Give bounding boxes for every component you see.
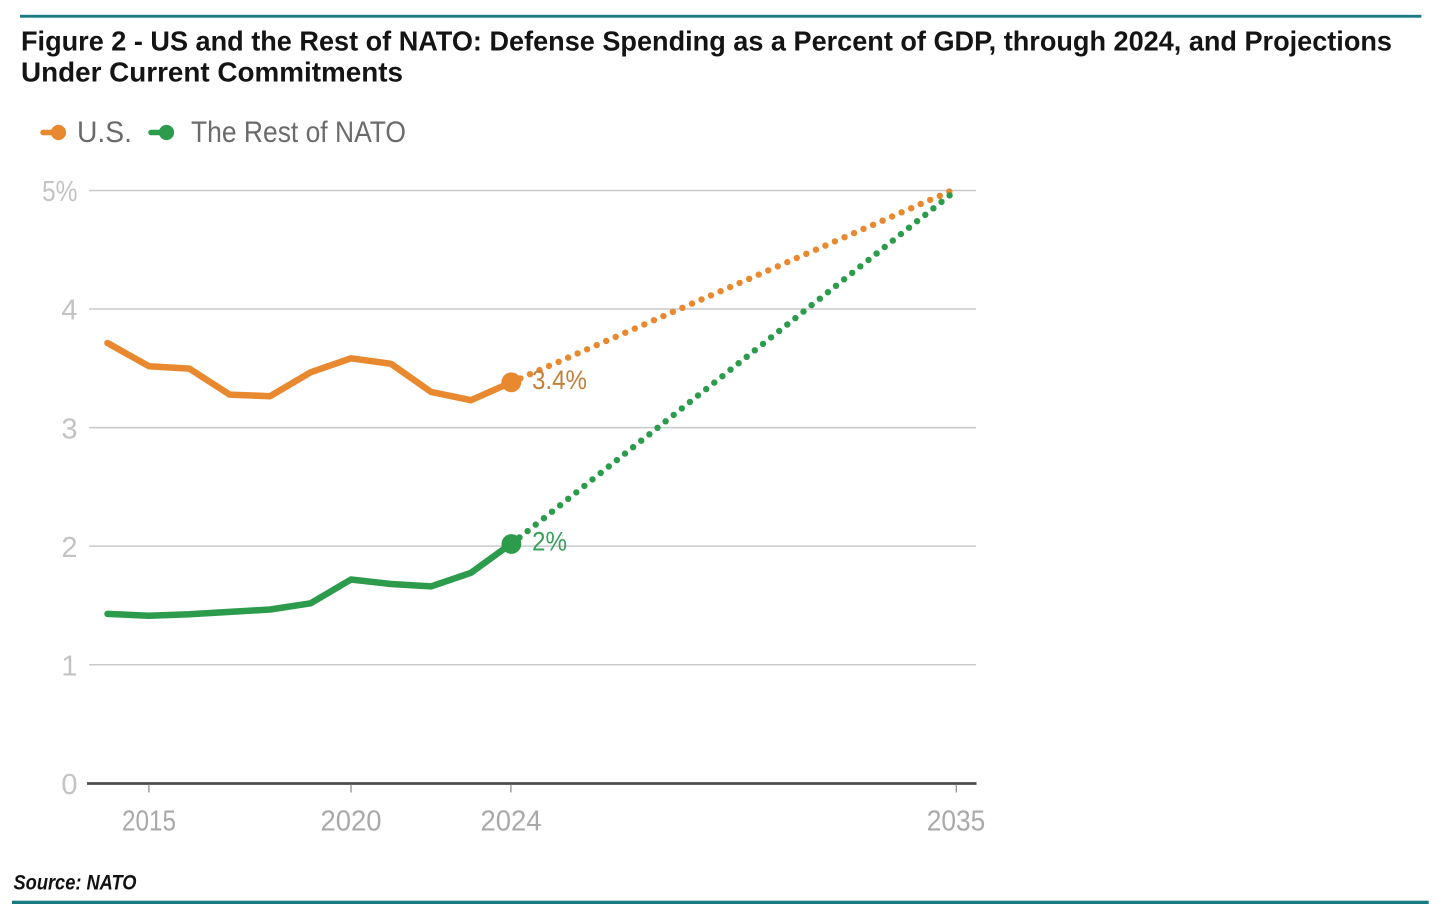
svg-text:2024: 2024 — [481, 805, 542, 837]
svg-text:3.4%: 3.4% — [532, 365, 587, 395]
svg-text:2%: 2% — [532, 526, 567, 556]
svg-text:2: 2 — [61, 532, 77, 564]
svg-text:4: 4 — [61, 295, 77, 327]
svg-text:The Rest of NATO: The Rest of NATO — [191, 116, 406, 149]
svg-text:0: 0 — [61, 769, 77, 801]
svg-text:Source: NATO: Source: NATO — [14, 872, 137, 895]
svg-text:2020: 2020 — [321, 805, 382, 837]
svg-text:2035: 2035 — [927, 805, 986, 837]
svg-text:5%: 5% — [42, 176, 78, 208]
svg-text:2015: 2015 — [122, 805, 176, 837]
svg-text:U.S.: U.S. — [77, 116, 132, 149]
svg-text:1: 1 — [61, 650, 77, 682]
svg-text:3: 3 — [61, 413, 77, 445]
svg-text:Figure 2 - US and the Rest of: Figure 2 - US and the Rest of NATO: Defe… — [21, 26, 1392, 57]
svg-text:Under Current Commitments: Under Current Commitments — [21, 57, 403, 88]
